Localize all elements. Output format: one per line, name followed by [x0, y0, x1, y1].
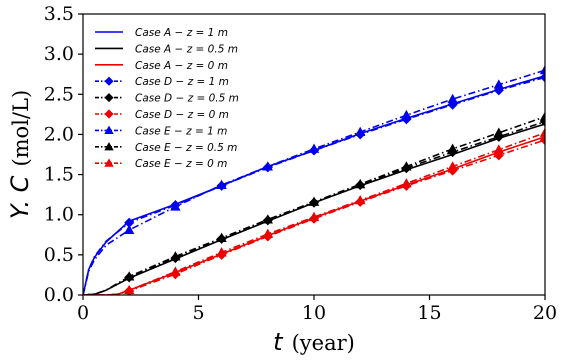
x-axis-symbol: t [273, 328, 284, 356]
legend-item: Case A − z = 1 m [95, 27, 228, 39]
legend-marker [104, 109, 114, 119]
y-tick-label: 0.5 [44, 244, 74, 266]
legend-label: Case A − z = 0.5 m [135, 43, 238, 55]
y-tick-label: 1.5 [44, 164, 74, 186]
data-point [401, 161, 412, 171]
data-point [170, 251, 181, 261]
data-point [170, 201, 181, 211]
data-point [262, 228, 273, 238]
data-point [539, 64, 545, 75]
y-axis-unit: (mol/L) [9, 90, 33, 167]
data-point [216, 232, 227, 242]
data-point [308, 211, 320, 222]
x-axis-label: t (year) [273, 328, 355, 356]
y-axis-label: Y. C (mol/L) [6, 90, 34, 219]
x-tick-label: 5 [192, 302, 204, 324]
y-axis: 0.0 0.5 1.0 1.5 2.0 2.5 3.0 3.5 [44, 3, 83, 306]
legend-item: Case A − z = 0 m [95, 60, 228, 72]
legend-label: Case E − z = 0 m [135, 158, 227, 170]
legend-item: Case E − z = 0 m [95, 158, 227, 170]
data-point [262, 214, 273, 224]
legend-label: Case D − z = 1 m [135, 76, 229, 88]
legend-label: Case D − z = 0.5 m [135, 93, 239, 105]
legend-item: Case D − z = 0 m [95, 109, 229, 121]
data-point [216, 179, 227, 190]
data-point [539, 134, 545, 146]
x-tick-label: 15 [417, 302, 441, 324]
x-tick-label: 0 [77, 302, 89, 324]
data-point [216, 247, 227, 257]
legend-item: Case E − z = 0.5 m [95, 142, 237, 154]
x-tick-label: 10 [302, 302, 326, 324]
data-point [308, 143, 320, 153]
series-line [83, 76, 545, 295]
data-point [493, 79, 504, 89]
data-point [447, 143, 458, 153]
data-point [447, 93, 458, 104]
legend-marker [104, 93, 114, 103]
data-point [308, 196, 320, 206]
plot-lines [83, 64, 545, 295]
data-point [124, 284, 135, 295]
data-point [493, 85, 504, 96]
data-point [539, 127, 545, 137]
data-point [355, 194, 366, 205]
data-point [493, 144, 504, 154]
data-point [262, 161, 273, 171]
legend-item: Case A − z = 0.5 m [95, 43, 238, 55]
legend-item: Case E − z = 1 m [95, 125, 227, 137]
legend-label: Case E − z = 0.5 m [135, 142, 237, 154]
data-point [447, 161, 458, 171]
data-point [124, 271, 135, 281]
data-point [401, 178, 412, 188]
x-axis-unit: (year) [292, 331, 355, 355]
y-tick-label: 0.0 [44, 284, 74, 306]
legend-marker [104, 141, 114, 151]
x-tick-label: 20 [533, 302, 557, 324]
legend-label: Case E − z = 1 m [135, 125, 227, 137]
legend-marker [104, 158, 114, 167]
series-3 [83, 72, 545, 295]
data-point [493, 127, 504, 137]
series-7 [83, 111, 545, 295]
y-axis-symbol: Y. C [6, 175, 34, 219]
y-tick-label: 2.0 [44, 123, 74, 145]
legend-label: Case A − z = 0 m [135, 60, 228, 72]
legend-item: Case D − z = 0.5 m [95, 93, 239, 105]
data-point [355, 126, 366, 137]
y-tick-label: 2.5 [44, 83, 74, 105]
data-point [401, 109, 412, 120]
legend-marker [104, 125, 114, 134]
legend-label: Case A − z = 1 m [135, 27, 228, 39]
legend-marker [104, 76, 114, 86]
data-point [124, 224, 135, 234]
data-point [170, 266, 181, 276]
series-line [83, 69, 545, 295]
y-tick-label: 1.0 [44, 204, 74, 226]
x-axis: 0 5 10 15 20 [77, 295, 557, 324]
series-8 [83, 127, 545, 295]
data-point [355, 178, 366, 189]
legend-label: Case D − z = 0 m [135, 109, 229, 121]
y-tick-label: 3.5 [44, 3, 74, 25]
data-point [539, 111, 545, 121]
legend: Case A − z = 1 m Case A − z = 0.5 m Case A… [95, 27, 239, 170]
series-6 [83, 64, 545, 295]
data-point [539, 72, 545, 83]
legend-item: Case D − z = 1 m [95, 76, 229, 88]
y-tick-label: 3.0 [44, 43, 74, 65]
